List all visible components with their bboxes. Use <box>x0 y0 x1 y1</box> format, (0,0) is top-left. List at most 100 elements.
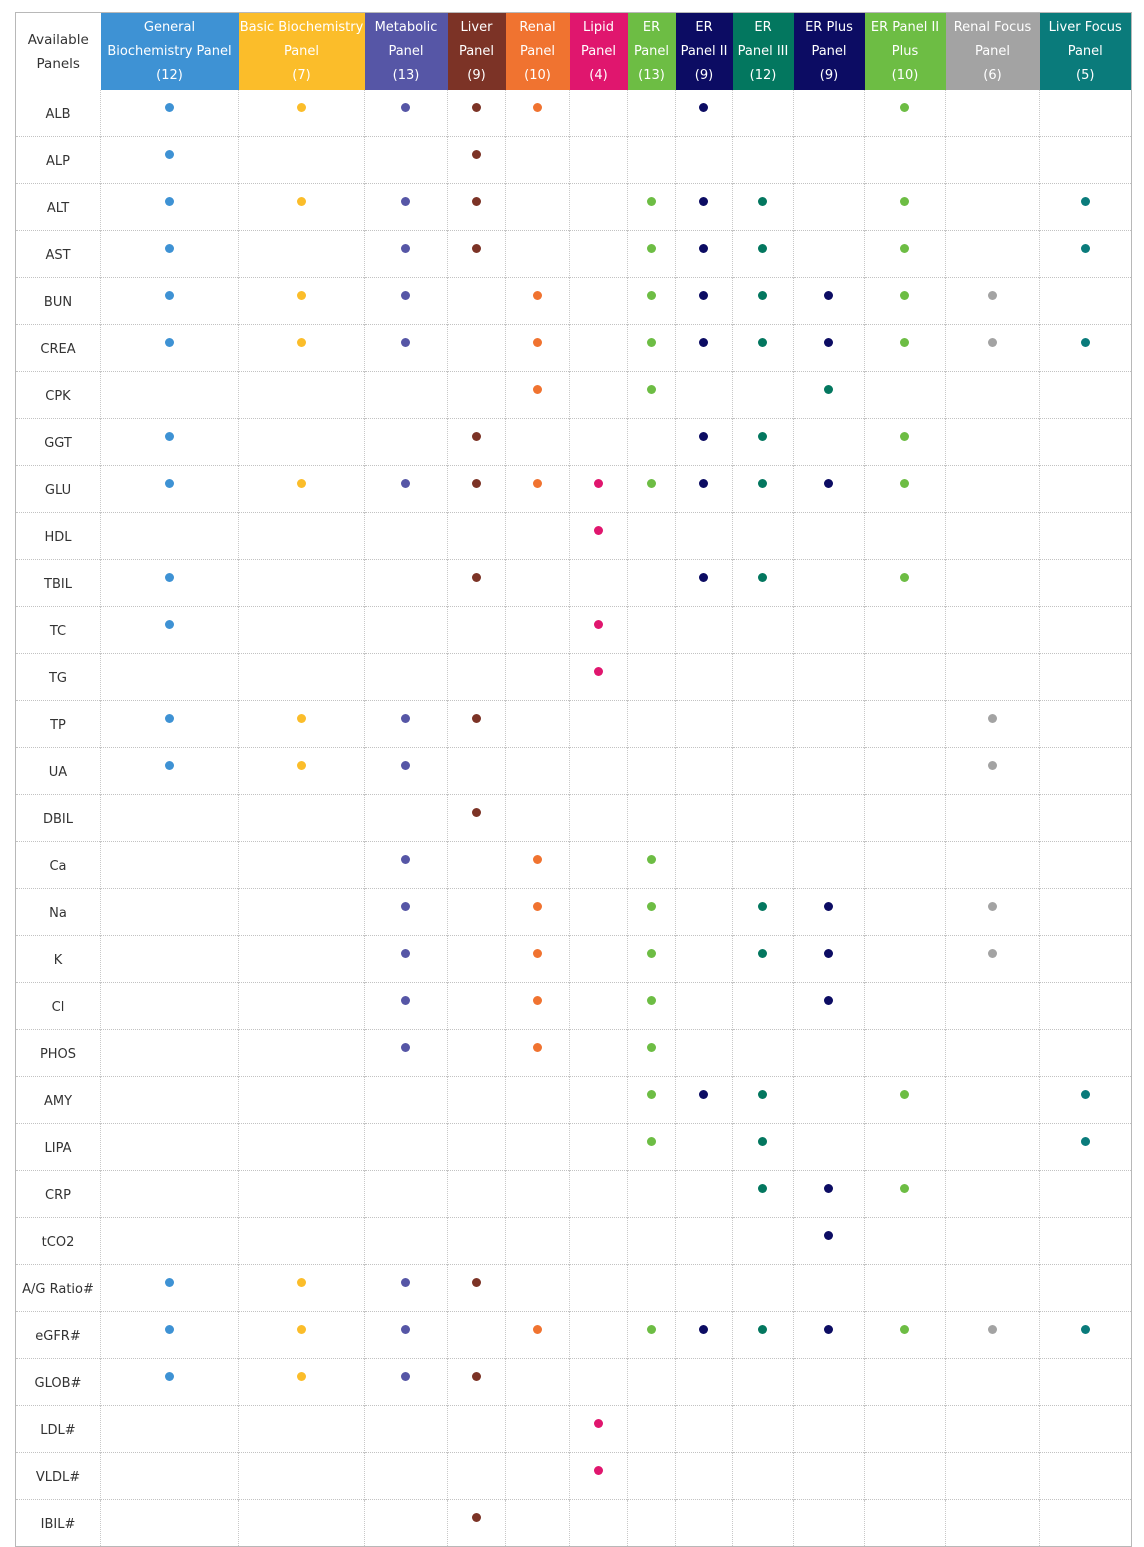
panel-cell <box>1039 700 1132 748</box>
panel-cell <box>627 841 676 889</box>
panel-cell <box>864 465 946 513</box>
panel-cell <box>675 1311 733 1359</box>
included-dot-icon <box>1080 1137 1090 1146</box>
panel-cell <box>793 1217 865 1265</box>
panel-cell <box>100 324 239 372</box>
panel-cell <box>627 1499 676 1547</box>
included-dot-icon <box>593 526 603 535</box>
panel-cell <box>1039 888 1132 936</box>
panel-cell <box>505 230 570 278</box>
table-body: ALB ALP ALT AST BUN CREA CPK GGT GLU HDL TBIL TC TG T… <box>15 90 1132 1547</box>
panel-cell <box>1039 1499 1132 1547</box>
included-dot-icon <box>296 714 306 723</box>
included-dot-icon <box>296 761 306 770</box>
panel-cell <box>1039 1217 1132 1265</box>
table-row: AMY <box>15 1076 1132 1124</box>
panel-cell <box>238 559 365 607</box>
panel-cell <box>732 136 794 184</box>
panel-name-line: Renal <box>519 19 556 35</box>
panel-cell <box>238 1499 365 1547</box>
panel-cell <box>364 1123 448 1171</box>
test-name-cell: TBIL <box>15 559 101 607</box>
panel-cell <box>100 230 239 278</box>
included-dot-icon <box>532 996 542 1005</box>
panel-cell <box>732 324 794 372</box>
table-row: HDL <box>15 512 1132 560</box>
panel-cell <box>505 606 570 654</box>
test-name-cell: Ca <box>15 841 101 889</box>
panel-cell <box>100 1358 239 1406</box>
panel-cell <box>1039 277 1132 325</box>
panel-cell <box>238 136 365 184</box>
panel-cell <box>569 841 628 889</box>
panel-cell <box>100 465 239 513</box>
panel-test-count: (9) <box>819 67 839 83</box>
panel-cell <box>505 841 570 889</box>
test-name-cell: A/G Ratio# <box>15 1264 101 1312</box>
panel-cell <box>627 371 676 419</box>
panel-cell <box>505 1170 570 1218</box>
table-row: BUN <box>15 277 1132 325</box>
test-name-cell: UA <box>15 747 101 795</box>
panel-cell <box>675 888 733 936</box>
test-name-cell: eGFR# <box>15 1311 101 1359</box>
panel-cell <box>1039 1405 1132 1453</box>
included-dot-icon <box>824 1231 833 1240</box>
panel-cell <box>945 183 1040 231</box>
panel-cell <box>364 888 448 936</box>
panel-header-general-biochemistry-panel: General Biochemistry Panel (12) <box>100 12 239 90</box>
included-dot-icon <box>646 479 656 488</box>
panel-cell <box>627 700 676 748</box>
panel-cell <box>364 136 448 184</box>
included-dot-icon <box>758 244 767 253</box>
panel-cell <box>627 982 676 1030</box>
panel-cell <box>864 1499 946 1547</box>
panel-cell <box>1039 841 1132 889</box>
panel-cell <box>732 700 794 748</box>
panel-cell <box>447 230 506 278</box>
panel-cell <box>945 136 1040 184</box>
panel-cell <box>945 841 1040 889</box>
included-dot-icon <box>471 714 481 723</box>
panel-cell <box>864 1405 946 1453</box>
panel-cell <box>675 277 733 325</box>
included-dot-icon <box>646 291 656 300</box>
included-dot-icon <box>699 432 708 441</box>
panel-header-er-panel: ER Panel (13) <box>627 12 676 90</box>
panel-cell <box>505 465 570 513</box>
table-row: ALP <box>15 136 1132 184</box>
included-dot-icon <box>824 902 833 911</box>
panel-name-line: Lipid <box>583 19 614 35</box>
panel-test-count: (10) <box>891 67 919 83</box>
included-dot-icon <box>900 244 909 253</box>
panel-cell <box>238 277 365 325</box>
panel-cell <box>675 700 733 748</box>
panel-cell <box>447 1499 506 1547</box>
panel-cell <box>627 1123 676 1171</box>
panel-name-line: Liver <box>460 19 493 35</box>
panel-name-line: Panel <box>580 43 617 59</box>
panel-cell <box>945 324 1040 372</box>
panel-cell <box>732 512 794 560</box>
test-name-cell: TG <box>15 653 101 701</box>
panel-cell <box>793 183 865 231</box>
panel-comparison-table: Available Panels General Biochemistry Pan… <box>15 12 1132 1547</box>
panel-cell <box>1039 794 1132 842</box>
panel-header-liver-panel: Liver Panel (9) <box>447 12 506 90</box>
panel-test-count: (9) <box>694 67 714 83</box>
panel-name-line: ER Panel II <box>870 19 940 35</box>
panel-cell <box>569 324 628 372</box>
panel-cell <box>732 935 794 983</box>
panel-cell <box>945 606 1040 654</box>
included-dot-icon <box>758 1137 767 1146</box>
panel-cell <box>569 1123 628 1171</box>
table-row: Ca <box>15 841 1132 889</box>
panel-cell <box>1039 183 1132 231</box>
panel-cell <box>945 1076 1040 1124</box>
panel-cell <box>364 794 448 842</box>
panel-cell <box>505 1029 570 1077</box>
panel-cell <box>447 794 506 842</box>
panel-cell <box>945 512 1040 560</box>
panel-cell <box>238 1405 365 1453</box>
panel-cell <box>100 653 239 701</box>
